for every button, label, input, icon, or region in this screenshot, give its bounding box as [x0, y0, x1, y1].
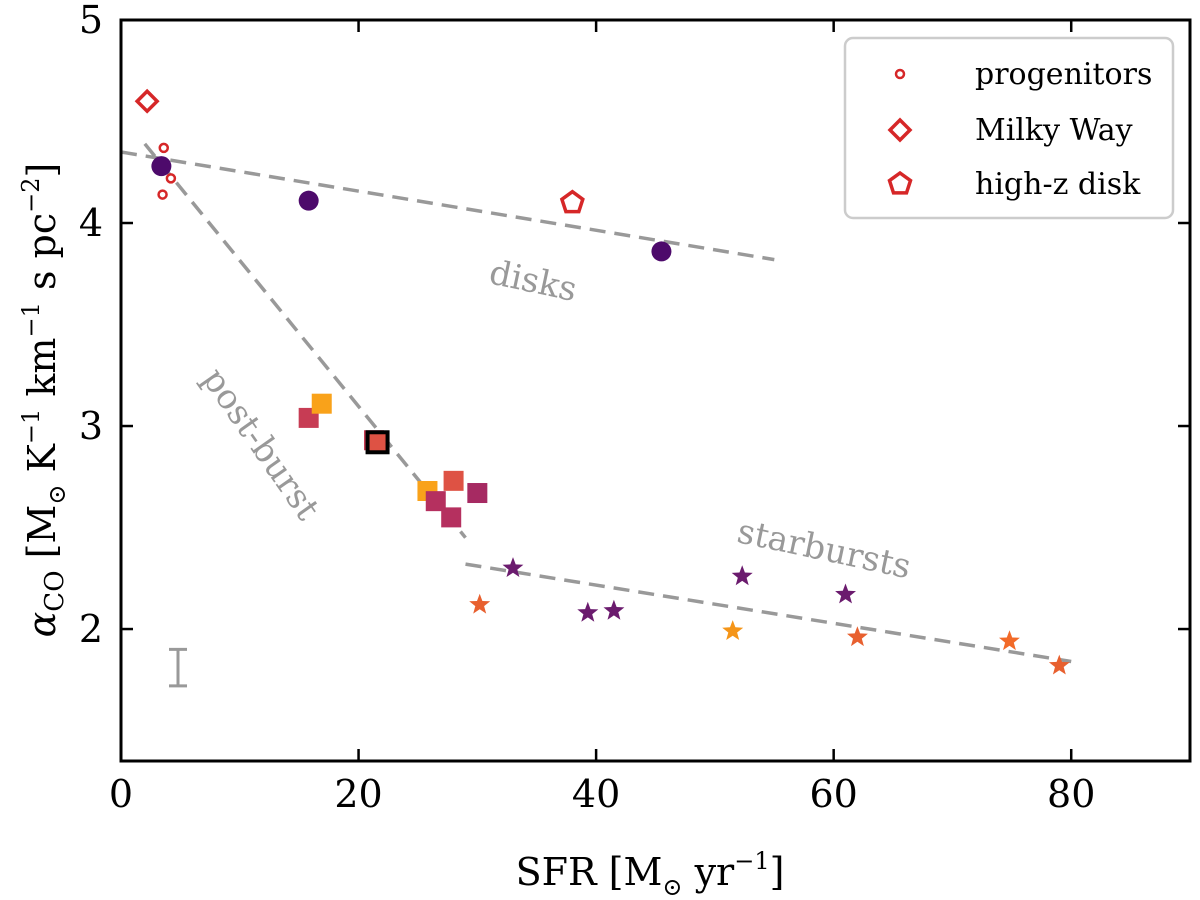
y-axis-label-exp2: −1	[17, 302, 45, 337]
x-tick-label: 40	[572, 772, 620, 816]
legend-label-progenitors: progenitors	[975, 57, 1152, 92]
x-tick-label: 20	[334, 772, 382, 816]
legend-marker-pentagon-open	[887, 170, 913, 195]
x-axis-label-close: ]	[770, 850, 785, 894]
legend: progenitors Milky Way high-z disk	[843, 36, 1175, 220]
x-tick-label: 60	[809, 772, 857, 816]
legend-label-milky-way: Milky Way	[975, 113, 1133, 148]
point-high-z disk	[559, 189, 585, 214]
trend-line-post-burst	[143, 142, 467, 539]
point-starbursts	[502, 557, 524, 577]
point-starbursts	[847, 626, 868, 647]
y-axis-label-symbol: α	[20, 612, 64, 638]
legend-label-high-z-disk: high-z disk	[975, 167, 1141, 202]
point-starbursts	[577, 601, 599, 622]
y-axis-label-unit-a: [M	[20, 505, 64, 571]
point-Milky Way	[134, 88, 160, 114]
point-post-burst	[443, 470, 464, 491]
x-axis-label-main: SFR [M	[516, 850, 663, 894]
error-bar	[169, 647, 188, 688]
point-disks	[151, 156, 172, 177]
plot-frame	[119, 18, 1192, 763]
legend-marker-small-circle-open	[894, 68, 906, 80]
point-starbursts	[731, 565, 753, 586]
point-post-burst	[365, 430, 390, 455]
legend-markers	[887, 68, 913, 195]
axis-ticks: 0 20 40 60 80 2 3 4 5	[79, 0, 1190, 816]
point-progenitors	[165, 173, 177, 184]
y-axis-label-close: ]	[20, 163, 64, 178]
point-starbursts	[722, 620, 744, 640]
trend-lines	[120, 142, 1072, 664]
x-tick-label: 0	[109, 772, 133, 816]
point-starbursts	[999, 630, 1020, 651]
y-axis-label-sub: CO	[40, 570, 70, 611]
legend-marker-diamond-open	[887, 117, 913, 143]
point-post-burst	[441, 507, 462, 528]
y-axis-label-sun: ⊙	[43, 485, 71, 505]
annotation-starbursts: starbursts	[734, 511, 915, 587]
point-disks	[651, 241, 672, 262]
point-post-burst	[311, 393, 332, 414]
annotation-post-burst: post-burst	[194, 361, 328, 528]
y-axis-label-exp3: −2	[17, 177, 45, 212]
data-points	[134, 88, 1070, 675]
point-starbursts	[1048, 654, 1070, 675]
legend-box	[843, 36, 1175, 220]
y-tick-label: 5	[79, 0, 103, 42]
y-axis-label-unit-c: km	[20, 338, 64, 409]
x-tick-label: 80	[1047, 772, 1095, 816]
point-starbursts	[835, 583, 856, 604]
point-progenitors	[158, 142, 170, 154]
point-starbursts	[603, 599, 625, 620]
y-tick-label: 4	[79, 201, 103, 245]
y-axis-label: αCO [M⊙ K−1 km−1 s pc−2]	[17, 163, 71, 638]
annotation-disks: disks	[486, 253, 581, 310]
x-axis-label: SFR [M⊙ yr−1]	[516, 847, 785, 900]
y-axis-label-exp1: −1	[17, 409, 45, 444]
y-axis-label-unit-b: K	[20, 443, 64, 484]
y-tick-label: 2	[79, 607, 103, 651]
point-post-burst	[467, 483, 488, 504]
point-disks	[298, 190, 319, 211]
point-post-burst	[425, 491, 446, 512]
x-axis-label-exp: −1	[734, 847, 769, 875]
x-axis-label-sun: ⊙	[662, 873, 682, 900]
x-axis-label-unit: yr	[683, 850, 736, 894]
y-tick-label: 3	[79, 404, 103, 448]
point-progenitors	[157, 189, 168, 200]
point-starbursts	[469, 593, 491, 614]
trend-line-starbursts	[465, 562, 1072, 664]
y-axis-label-unit-d: s pc	[20, 213, 64, 302]
trend-line-disks	[120, 150, 775, 262]
